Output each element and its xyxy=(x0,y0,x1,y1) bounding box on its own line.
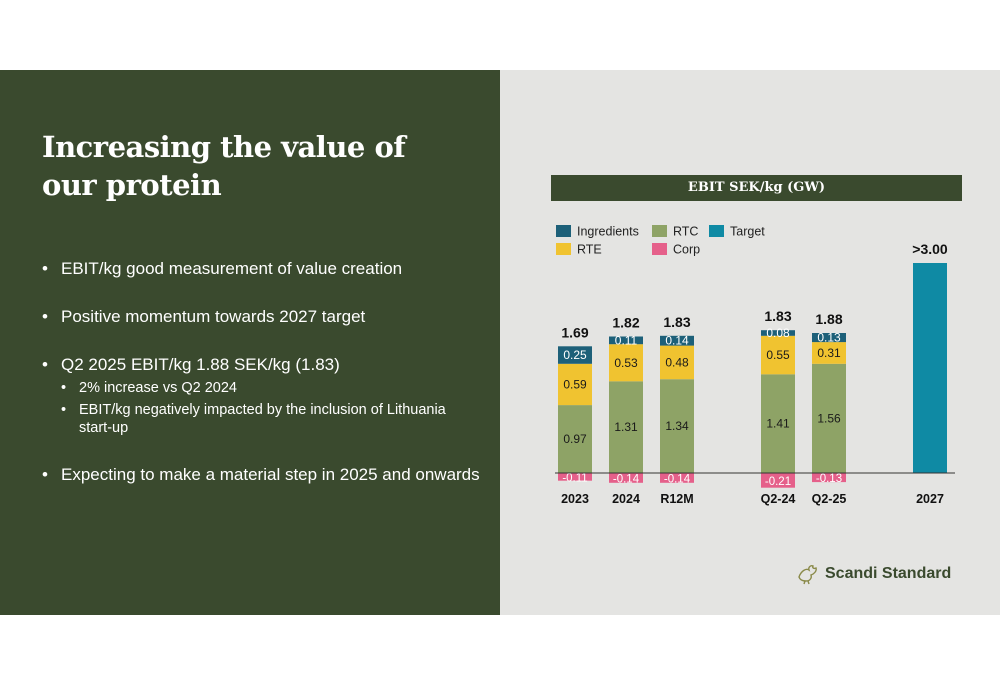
bullet-item: Q2 2025 EBIT/kg 1.88 SEK/kg (1.83) 2% in… xyxy=(42,354,482,437)
total-label: 1.69 xyxy=(561,324,588,340)
data-label: 0.31 xyxy=(817,346,841,360)
bar-segment-corp xyxy=(812,473,846,483)
data-label: 0.97 xyxy=(563,432,587,446)
category-label: Q2-24 xyxy=(761,492,796,506)
bar-segment-corp xyxy=(660,473,694,483)
data-label: 1.34 xyxy=(665,419,689,433)
chart-title: EBIT SEK/kg (GW) xyxy=(551,175,962,201)
sub-bullet-item: EBIT/kg negatively impacted by the inclu… xyxy=(61,401,482,437)
bullet-item: Positive momentum towards 2027 target xyxy=(42,306,482,327)
data-label: 0.11 xyxy=(615,333,638,347)
bar-segment-corp xyxy=(609,473,643,483)
data-label: 0.13 xyxy=(817,331,841,345)
bar-segment-rte xyxy=(558,363,592,406)
total-label: 1.83 xyxy=(663,314,690,330)
data-label: 0.25 xyxy=(563,348,587,362)
data-label: 1.31 xyxy=(614,420,638,434)
bar-segment-ingredients xyxy=(609,336,643,345)
bullet-list: EBIT/kg good measurement of value creati… xyxy=(42,258,482,512)
bar-segment-rte xyxy=(761,335,795,375)
legend-label: RTC xyxy=(673,225,698,239)
bar-segment-rtc xyxy=(812,363,846,473)
total-label: 1.83 xyxy=(764,308,791,324)
company-logo: Scandi Standard xyxy=(796,562,951,586)
bar-segment-rte xyxy=(812,342,846,364)
bullet-text: Positive momentum towards 2027 target xyxy=(61,307,366,326)
total-label: 1.88 xyxy=(815,311,842,327)
legend-swatch xyxy=(652,225,667,237)
bullet-text: Expecting to make a material step in 202… xyxy=(61,465,480,484)
sub-bullet-text: 2% increase vs Q2 2024 xyxy=(79,380,237,396)
bar-segment-ingredients xyxy=(558,346,592,364)
sub-bullet-text: EBIT/kg negatively impacted by the inclu… xyxy=(79,402,446,436)
total-label: >3.00 xyxy=(912,241,948,257)
bar-segment-rtc xyxy=(761,374,795,473)
data-label: -0.11 xyxy=(562,473,587,485)
rooster-icon xyxy=(798,565,817,585)
sub-bullet-list: 2% increase vs Q2 2024 EBIT/kg negativel… xyxy=(61,379,482,437)
data-label: -0.14 xyxy=(664,473,691,485)
legend-swatch xyxy=(556,243,571,255)
category-label: 2024 xyxy=(612,492,640,506)
bar-target xyxy=(913,263,947,473)
data-label: 1.56 xyxy=(817,411,841,425)
bar-segment-ingredients xyxy=(812,333,846,343)
bar-segment-rtc xyxy=(609,381,643,473)
data-label: -0.14 xyxy=(613,473,640,485)
data-label: 0.08 xyxy=(766,326,790,340)
legend-swatch xyxy=(709,225,724,237)
bar-segment-rtc xyxy=(660,379,694,473)
category-label: 2027 xyxy=(916,492,944,506)
bar-segment-ingredients xyxy=(761,330,795,336)
bar-segment-rte xyxy=(609,344,643,382)
legend-label: RTE xyxy=(577,243,602,257)
bullet-item: Expecting to make a material step in 202… xyxy=(42,464,482,485)
bar-segment-ingredients xyxy=(660,335,694,346)
category-label: 2023 xyxy=(561,492,589,506)
bar-segment-rtc xyxy=(558,405,592,473)
ebit-chart: Ingredients RTC Target RTE Corp 0.97 0.59 0.25 -… xyxy=(555,225,955,506)
category-label: Q2-25 xyxy=(812,492,847,506)
legend-swatch xyxy=(556,225,571,237)
bar-segment-corp xyxy=(761,473,795,488)
data-label: -0.21 xyxy=(765,476,791,488)
bullet-text: Q2 2025 EBIT/kg 1.88 SEK/kg (1.83) xyxy=(61,355,340,374)
bar-segment-rte xyxy=(660,345,694,380)
legend-label: Corp xyxy=(673,243,700,257)
category-label: R12M xyxy=(660,492,693,506)
logo-text: Scandi Standard xyxy=(825,565,952,582)
legend-swatch xyxy=(652,243,667,255)
bar-segment-corp xyxy=(558,473,592,481)
legend-label: Target xyxy=(730,225,765,239)
slide-title: Increasing the value of our protein xyxy=(42,130,406,202)
legend-label: Ingredients xyxy=(577,225,639,239)
data-label: 1.41 xyxy=(766,417,790,431)
bullet-item: EBIT/kg good measurement of value creati… xyxy=(42,258,482,279)
bullet-text: EBIT/kg good measurement of value creati… xyxy=(61,259,403,278)
sub-bullet-item: 2% increase vs Q2 2024 xyxy=(61,379,482,397)
data-label: -0.13 xyxy=(816,473,842,485)
data-label: 0.48 xyxy=(665,355,689,369)
data-label: 0.53 xyxy=(614,356,638,370)
data-label: 0.55 xyxy=(766,348,790,362)
left-panel: Increasing the value of our protein EBIT… xyxy=(0,70,500,615)
data-label: 0.59 xyxy=(563,377,587,391)
total-label: 1.82 xyxy=(612,315,639,331)
data-label: 0.14 xyxy=(665,334,689,348)
